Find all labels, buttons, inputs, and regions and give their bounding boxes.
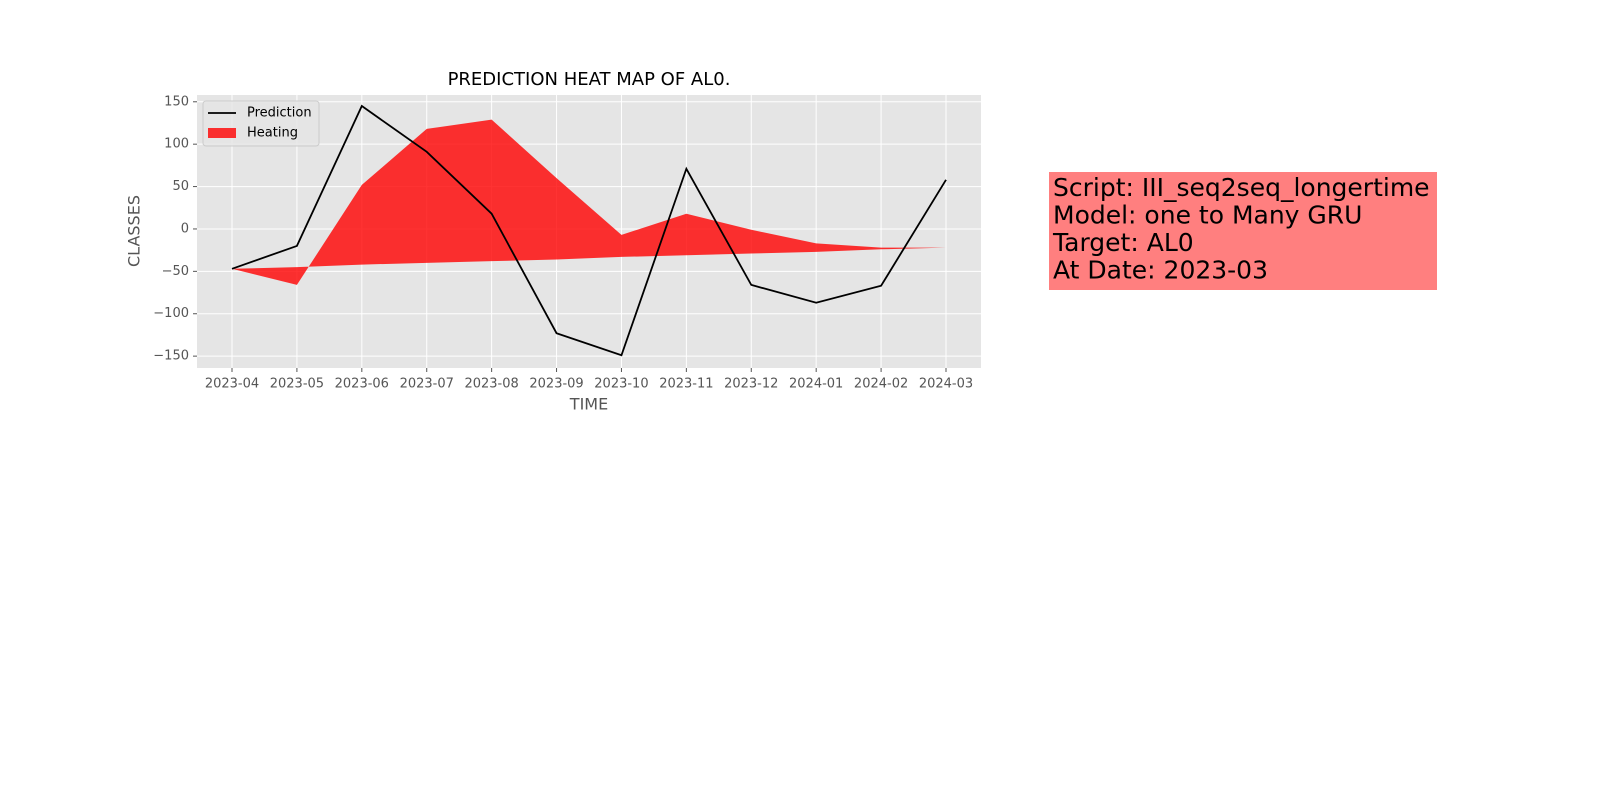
marks xyxy=(231,104,947,357)
annotation-line: Target: AL0 xyxy=(1052,228,1194,257)
y-tick-label: −50 xyxy=(162,264,189,279)
y-tick-label: −100 xyxy=(153,306,189,321)
x-tick-label: 2024-02 xyxy=(854,377,908,392)
chart-title: PREDICTION HEAT MAP OF AL0. xyxy=(448,69,731,90)
x-tick-label: 2023-07 xyxy=(400,377,454,392)
legend-label: Prediction xyxy=(247,106,312,121)
legend: Prediction Heating xyxy=(202,100,320,147)
x-tick-label: 2024-03 xyxy=(919,377,973,392)
y-tick-label: −150 xyxy=(153,349,189,364)
x-tick-label: 2023-12 xyxy=(724,377,778,392)
annotation-line: Model: one to Many GRU xyxy=(1053,201,1362,230)
annotation-line: Script: III_seq2seq_longertime xyxy=(1053,173,1430,202)
legend-swatch xyxy=(208,128,236,138)
x-tick-label: 2023-11 xyxy=(659,377,713,392)
heating-area xyxy=(232,119,946,285)
legend-label: Heating xyxy=(247,126,298,141)
x-tick-label: 2023-08 xyxy=(464,377,518,392)
y-tick-label: 50 xyxy=(172,179,189,194)
prediction-line xyxy=(231,104,947,357)
x-tick-label: 2024-01 xyxy=(789,377,843,392)
x-axis-label: TIME xyxy=(569,395,608,414)
y-tick-label: 100 xyxy=(164,137,189,152)
x-tick-label: 2023-10 xyxy=(594,377,648,392)
annotation-box xyxy=(1049,172,1437,290)
y-tick-label: 150 xyxy=(164,94,189,109)
x-tick-label: 2023-06 xyxy=(335,377,389,392)
x-tick-label: 2023-04 xyxy=(205,377,259,392)
x-tick-label: 2023-05 xyxy=(270,377,324,392)
y-tick-label: 0 xyxy=(181,221,189,236)
annotation-line: At Date: 2023-03 xyxy=(1053,256,1268,285)
y-axis-label: CLASSES xyxy=(125,195,144,267)
x-tick-label: 2023-09 xyxy=(529,377,583,392)
